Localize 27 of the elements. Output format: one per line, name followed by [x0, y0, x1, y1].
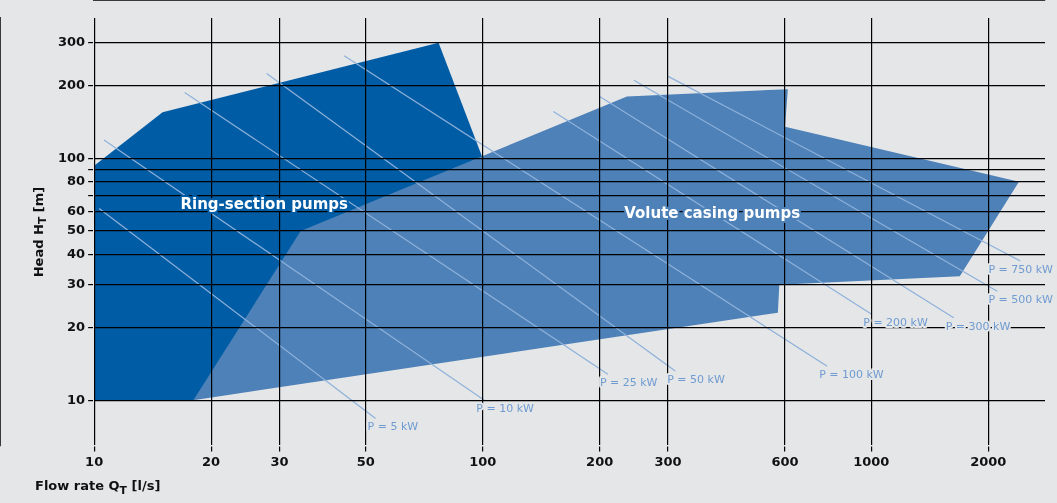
x-tick-label: 100 — [469, 453, 497, 469]
x-tick-label: 600 — [771, 453, 799, 469]
x-tick-label: 300 — [654, 453, 682, 469]
y-tick-label: 60 — [67, 203, 86, 219]
series-label: P = 50 kW — [667, 372, 725, 386]
x-tick-label: 30 — [270, 453, 289, 469]
y-tick-label: 200 — [58, 76, 86, 92]
y-tick-label: 100 — [58, 149, 86, 165]
x-tick-label: 50 — [356, 453, 375, 469]
series-label: P = 200 kW — [863, 315, 928, 329]
y-tick-label: 300 — [58, 34, 86, 50]
y-tick-label: 30 — [67, 276, 86, 292]
series-label: P = 25 kW — [599, 376, 658, 390]
x-tick-label: 2000 — [970, 453, 1007, 469]
x-axis-title: Flow rate Q$_{T}$ [l/s] — [35, 478, 161, 497]
x-tick-label: 1000 — [853, 453, 890, 469]
series-label: P = 500 kW — [988, 293, 1054, 307]
series-label: P = 5 kW — [367, 420, 419, 434]
series-label: P = 750 kW — [988, 262, 1054, 276]
x-tick-label: 20 — [202, 453, 221, 469]
y-tick-label: 80 — [67, 173, 86, 189]
y-tick-label: 10 — [67, 391, 86, 407]
y-tick-label: 20 — [67, 318, 86, 334]
x-tick-label: 10 — [85, 453, 104, 469]
y-tick-label: 50 — [67, 222, 86, 238]
y-tick-label: 40 — [67, 245, 86, 261]
x-tick-label: 200 — [586, 453, 614, 469]
